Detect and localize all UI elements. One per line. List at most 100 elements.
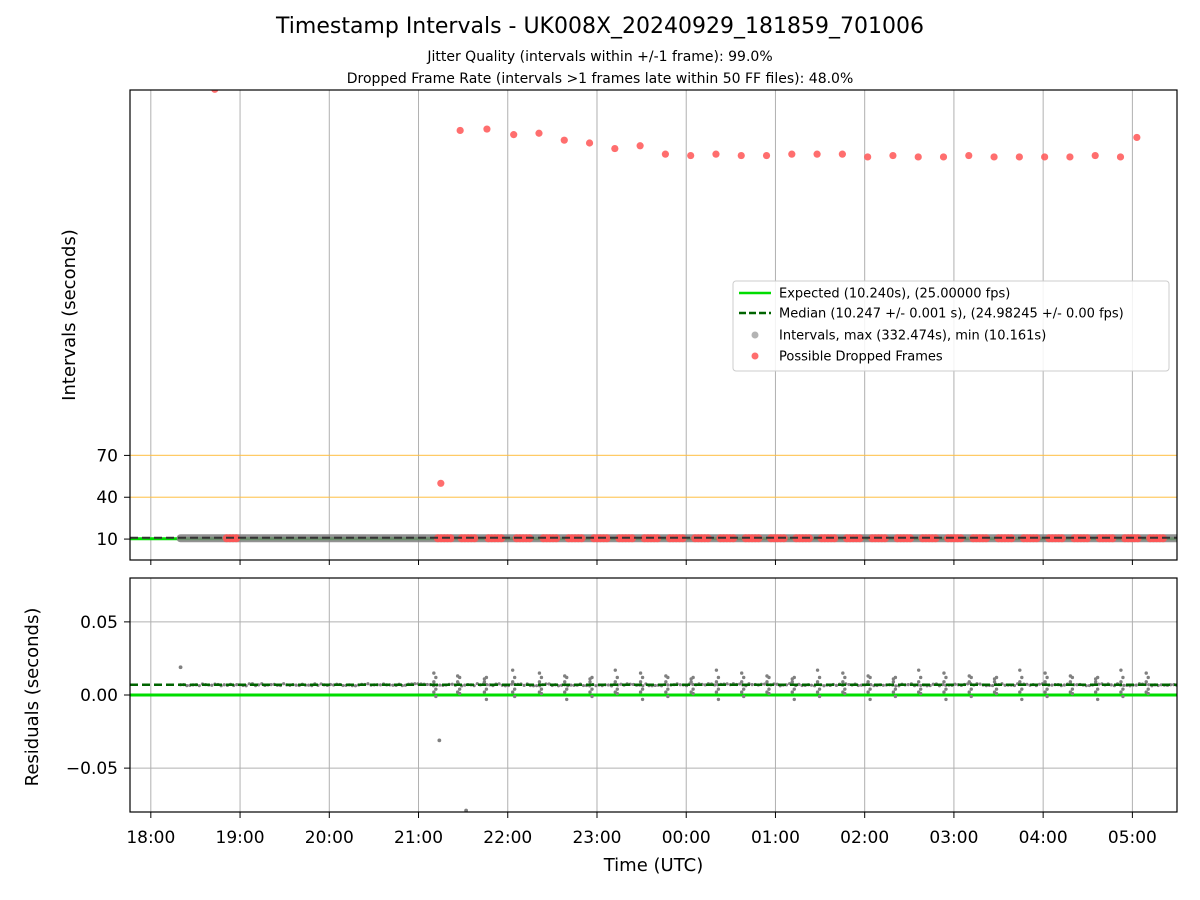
residual-point <box>790 690 794 694</box>
residual-point <box>691 691 695 696</box>
residual-point <box>606 683 611 687</box>
dropped-frame-point <box>939 153 948 161</box>
residual-point <box>547 682 551 686</box>
residual-point <box>1020 697 1024 702</box>
legend: Expected (10.240s), (25.00000 fps) Median… <box>732 280 1170 372</box>
dropped-frame-point <box>687 151 695 160</box>
residual-point <box>463 683 467 687</box>
residual-point <box>1037 682 1042 686</box>
residual-point <box>918 691 923 696</box>
dropped-frame-point <box>1108 534 1117 543</box>
residual-point <box>594 684 598 688</box>
dropped-frame-point <box>830 534 839 543</box>
residual-point <box>969 687 973 691</box>
residual-point <box>714 668 719 672</box>
residual-point <box>944 697 948 702</box>
residual-point <box>457 687 462 691</box>
residual-point <box>464 808 469 812</box>
top-ytick-label: 10 <box>96 530 118 550</box>
bottom-ytick-label: −0.05 <box>66 759 118 779</box>
residual-point <box>767 687 771 691</box>
residual-point <box>269 683 273 687</box>
residual-point <box>1146 675 1150 680</box>
residual-point <box>664 680 668 684</box>
residual-point <box>432 671 436 675</box>
residual-point <box>615 691 619 696</box>
bottom-xtick-label: 18:00 <box>126 828 175 848</box>
dropped-frame-point <box>1066 153 1074 161</box>
residual-point <box>1043 680 1047 684</box>
residual-point <box>797 682 801 686</box>
residual-point <box>437 738 442 743</box>
residual-point <box>678 683 682 687</box>
bottom-xtick-label: 23:00 <box>572 828 621 848</box>
residual-point <box>740 671 744 675</box>
residual-point <box>866 680 870 684</box>
residual-point <box>413 682 417 686</box>
residual-point <box>716 675 721 680</box>
residual-point <box>992 680 997 684</box>
residual-point <box>767 675 771 680</box>
residual-point <box>497 682 501 686</box>
residual-point <box>725 682 729 686</box>
residual-point <box>565 687 569 691</box>
dropped-frame-point <box>483 125 491 133</box>
residual-point <box>294 683 298 687</box>
residual-point <box>1095 687 1100 691</box>
legend-dropped-swatch <box>751 352 759 360</box>
residual-point <box>790 680 794 684</box>
residual-point <box>425 682 429 687</box>
residual-point <box>581 683 586 688</box>
dropped-frame-point <box>990 153 998 161</box>
residual-point <box>1095 697 1100 702</box>
residual-point <box>1070 687 1075 691</box>
top-axes-frame <box>129 89 1178 561</box>
residual-point <box>1093 690 1098 694</box>
residual-point <box>432 690 436 694</box>
residual-point <box>615 675 619 680</box>
residual-point <box>1121 687 1125 691</box>
residual-point <box>1109 683 1113 687</box>
residual-point <box>638 680 643 684</box>
residual-point <box>714 690 719 694</box>
residual-point <box>841 671 845 675</box>
residual-point <box>1020 675 1024 680</box>
dropped-frame-point <box>211 90 219 93</box>
residual-point <box>918 687 923 691</box>
residual-point <box>1018 680 1022 684</box>
residual-point <box>809 683 814 687</box>
dropped-frame-point <box>560 136 568 144</box>
residual-point <box>969 675 973 680</box>
residual-point <box>590 694 594 699</box>
residual-point <box>563 680 567 684</box>
residual-point <box>210 683 214 687</box>
residual-point <box>1119 690 1123 694</box>
residual-point <box>944 675 948 680</box>
residual-point <box>834 683 839 687</box>
residual-point <box>522 683 526 687</box>
residual-point <box>484 687 489 691</box>
residual-point <box>1146 691 1150 696</box>
residual-point <box>942 690 946 694</box>
residual-point <box>366 682 370 686</box>
residual-point <box>482 690 487 694</box>
residual-point <box>866 690 870 694</box>
residual-point <box>537 680 542 684</box>
residual-point <box>222 683 226 687</box>
residual-point <box>666 683 670 687</box>
dropped-frame-point <box>628 534 637 543</box>
residual-point <box>817 675 822 680</box>
bottom-ytick-label: 0.00 <box>80 686 118 706</box>
dropped-frame-point <box>1133 534 1142 543</box>
legend-intervals-swatch <box>751 331 759 339</box>
residual-point <box>457 691 462 696</box>
residual-point <box>539 687 544 691</box>
residual-point <box>640 697 645 702</box>
residual-point <box>1062 683 1067 687</box>
residual-point <box>1018 690 1022 694</box>
residual-point <box>1122 683 1126 687</box>
dropped-frame-point <box>1116 153 1125 161</box>
residual-point <box>742 675 746 680</box>
residual-point <box>1146 687 1150 691</box>
residual-point <box>750 683 754 687</box>
